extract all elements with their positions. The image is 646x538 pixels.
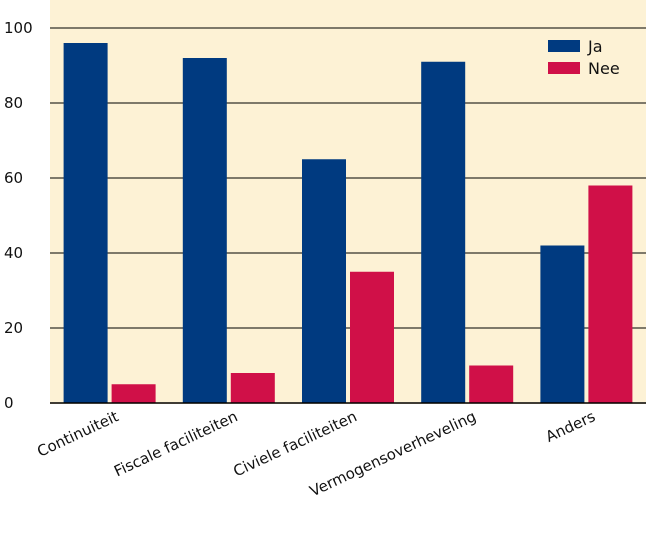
bar-nee-2 — [230, 373, 275, 403]
y-axis-ticks: 0 20 40 60 80 100 — [4, 19, 33, 412]
legend-swatch-nee — [548, 62, 580, 74]
y-tick-label-20: 20 — [4, 319, 23, 337]
bar-nee-5 — [588, 185, 633, 403]
y-tick-label-80: 80 — [4, 94, 23, 112]
bar-nee-3 — [350, 271, 394, 403]
legend-label-nee: Nee — [588, 59, 620, 78]
bar-ja-1 — [63, 43, 108, 403]
bar-ja-3 — [302, 159, 346, 403]
bar-ja-2 — [182, 58, 227, 403]
y-tick-label-100: 100 — [4, 19, 33, 37]
legend-swatch-ja — [548, 40, 580, 52]
x-category-label-2: Fiscale faciliteiten — [111, 407, 240, 480]
y-tick-label-0: 0 — [4, 394, 14, 412]
x-category-label-1: Continuiteit — [34, 407, 121, 460]
bars — [63, 43, 633, 403]
bar-nee-1 — [111, 384, 156, 403]
bar-ja-5 — [540, 245, 585, 403]
bar-ja-4 — [421, 61, 466, 403]
y-tick-label-60: 60 — [4, 169, 23, 187]
legend: Ja Nee — [548, 37, 620, 78]
legend-label-ja: Ja — [587, 37, 603, 56]
x-category-label-5: Anders — [543, 407, 598, 446]
y-tick-label-40: 40 — [4, 244, 23, 262]
bar-nee-4 — [469, 365, 514, 403]
